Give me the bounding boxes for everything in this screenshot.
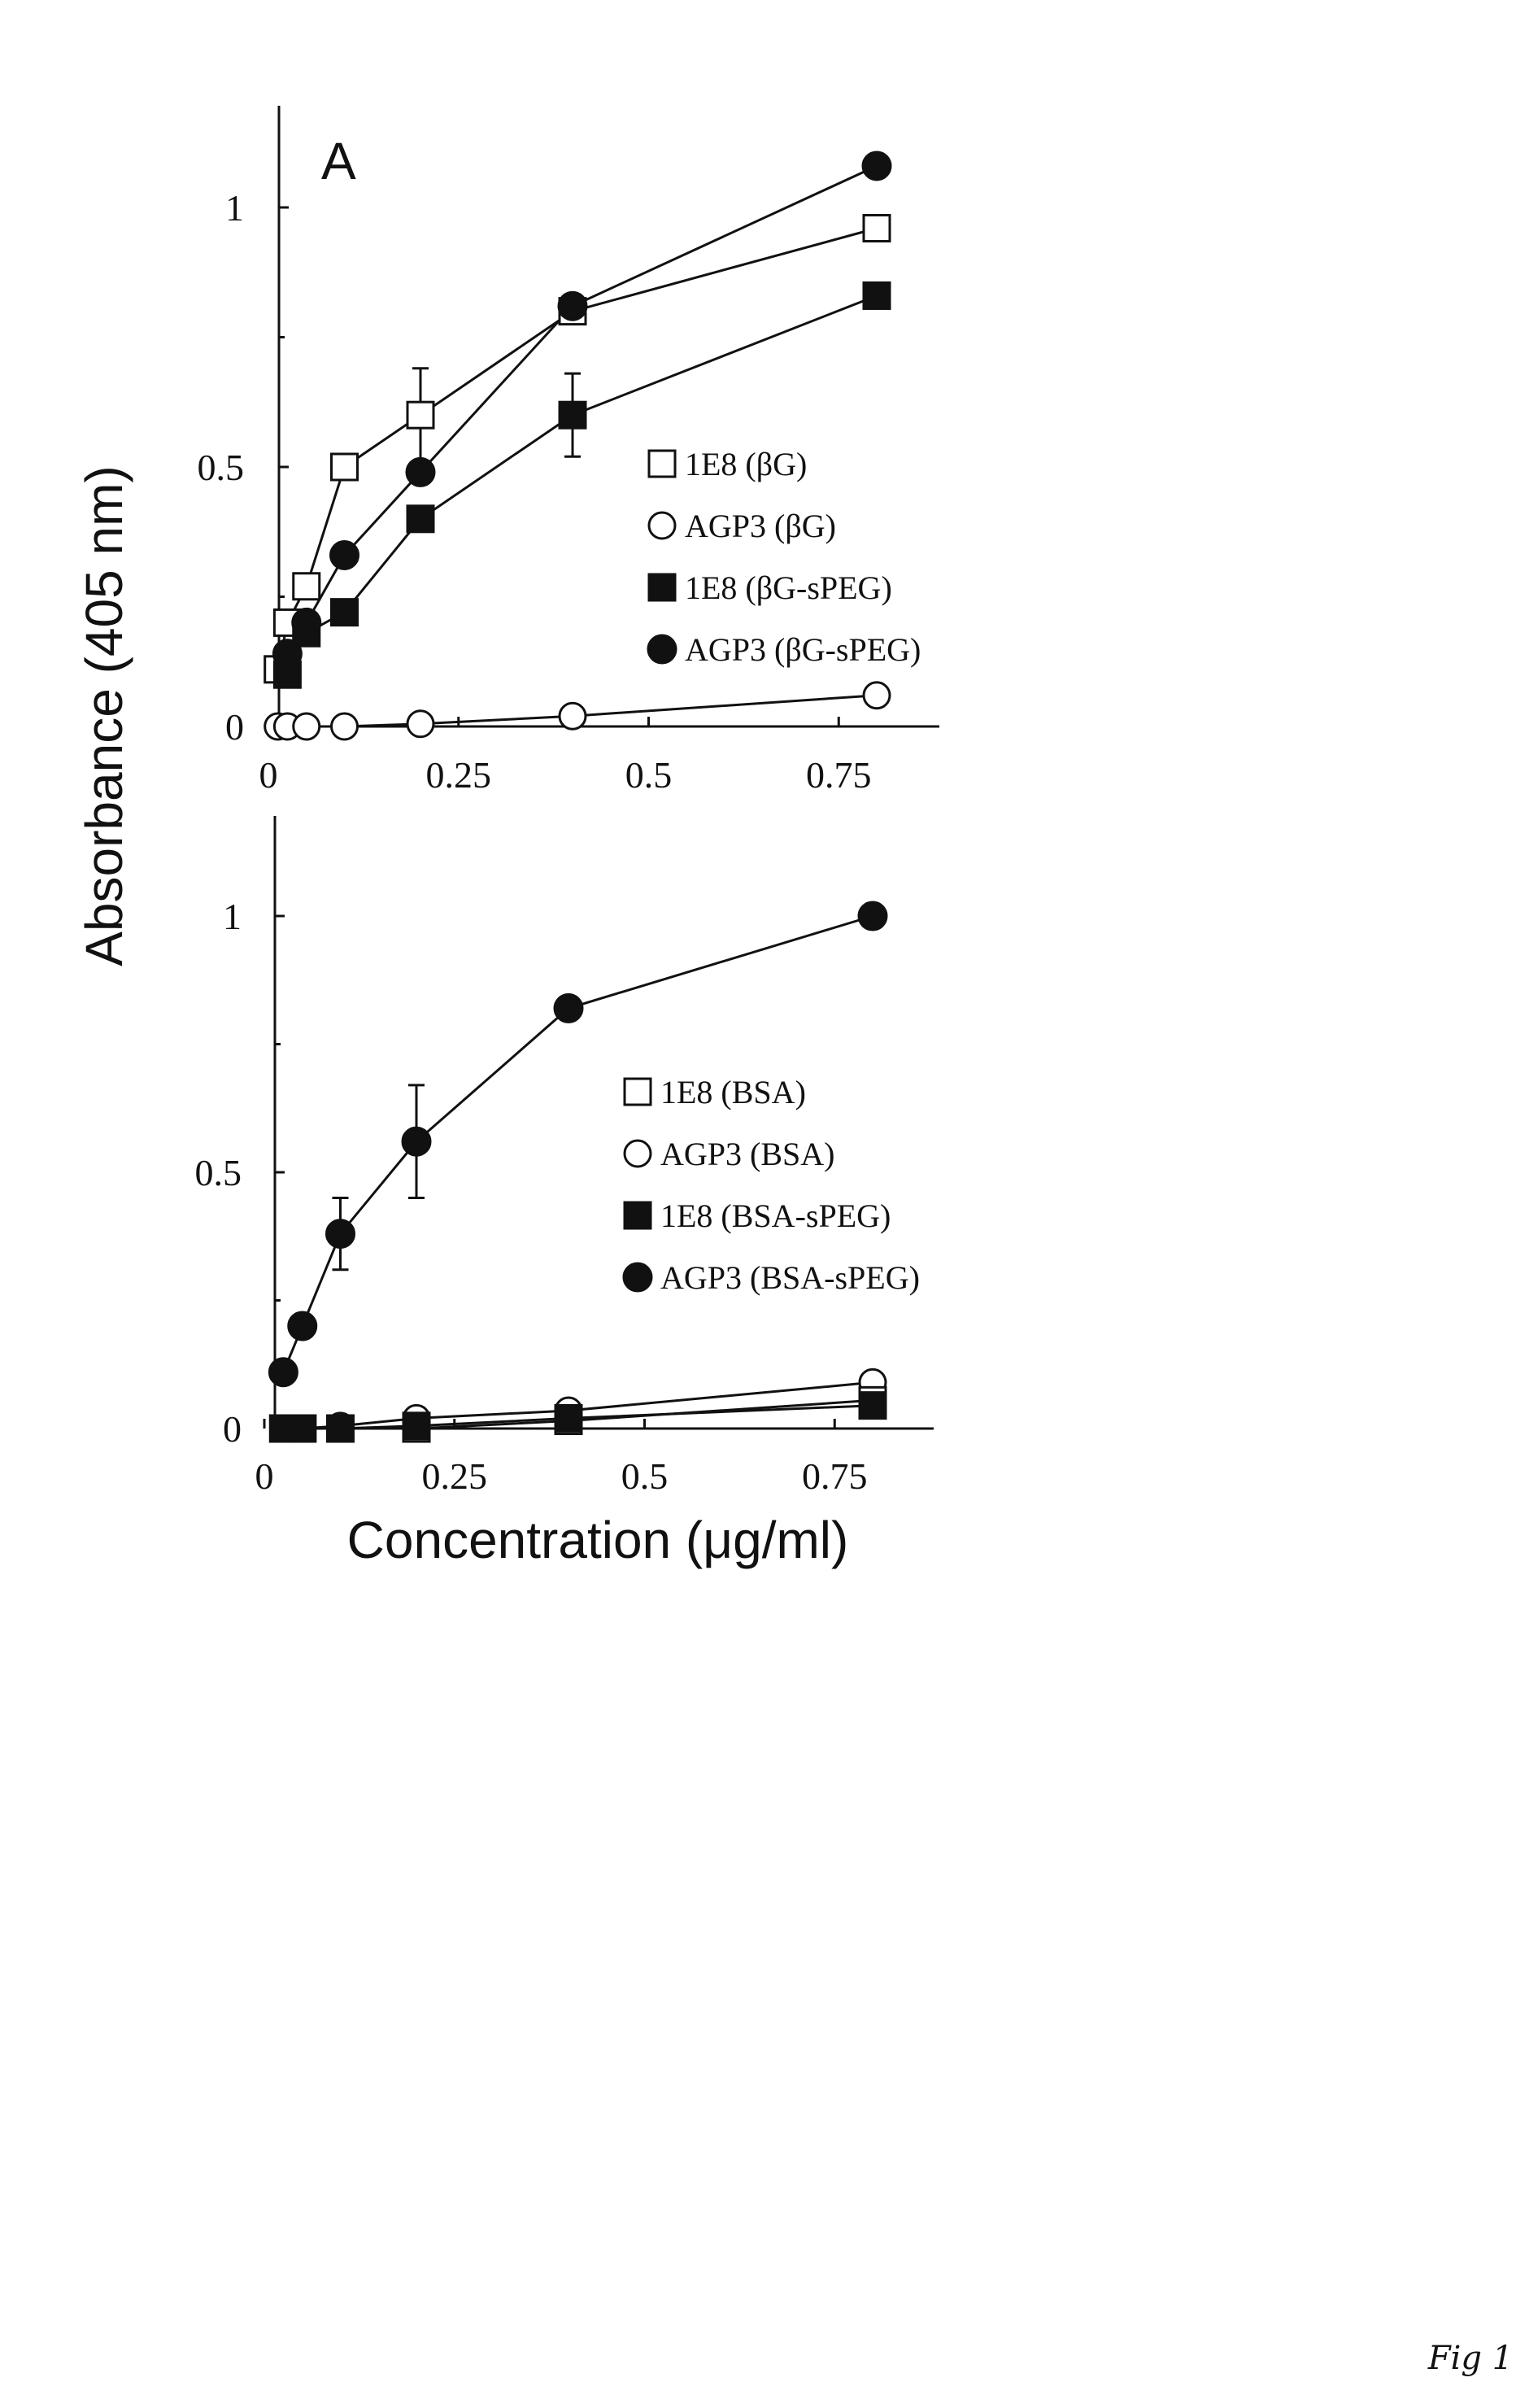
bottom-data-point-filled-circle — [403, 1128, 430, 1155]
bottom-x-tick-label: 0.75 — [802, 1455, 868, 1497]
bottom-y-tick-label: 1 — [223, 896, 242, 937]
bottom-data-point-filled-circle — [327, 1220, 355, 1248]
top-legend-marker-filled-circle — [648, 635, 676, 663]
bottom-legend-label: AGP3 (BSA) — [660, 1136, 834, 1172]
chart-panel-bottom: 00.5100.250.50.751E8 (BSA)AGP3 (BSA)1E8 … — [195, 816, 934, 1497]
top-y-tick-label: 0.5 — [198, 447, 245, 488]
top-data-point-filled-circle — [559, 292, 586, 320]
bottom-y-tick-label: 0 — [223, 1408, 242, 1450]
bottom-legend-marker-open-square — [625, 1079, 651, 1105]
bottom-y-tick-label: 0.5 — [195, 1152, 242, 1193]
top-data-point-filled-circle — [273, 640, 301, 668]
top-legend-label: 1E8 (βG) — [685, 446, 807, 482]
bottom-x-tick-label: 0.25 — [422, 1455, 488, 1497]
x-axis-title: Concentration (μg/ml) — [347, 1511, 849, 1569]
top-data-point-filled-circle — [331, 541, 359, 569]
top-legend-label: AGP3 (βG-sPEG) — [685, 631, 921, 668]
bottom-x-tick-label: 0.5 — [621, 1455, 669, 1497]
top-x-tick-label: 0.5 — [625, 754, 673, 796]
top-legend-marker-filled-square — [649, 574, 675, 600]
top-series-line-filled-square — [287, 296, 877, 675]
top-data-point-filled-circle — [293, 609, 320, 636]
bottom-data-point-filled-circle — [859, 902, 886, 930]
chart-panel-top: 00.5100.250.50.75A1E8 (βG)AGP3 (βG)1E8 (… — [198, 106, 940, 796]
top-y-tick-label: 0 — [225, 706, 244, 748]
figure-number-label: Fig 1 — [1427, 2340, 1513, 2377]
bottom-data-point-filled-circle — [269, 1359, 297, 1386]
top-data-point-filled-square — [560, 402, 586, 428]
top-data-point-open-circle — [294, 713, 320, 739]
top-y-tick-label: 1 — [225, 187, 244, 229]
top-data-point-open-circle — [332, 713, 358, 739]
top-panel-label: A — [321, 132, 356, 190]
bottom-data-point-filled-circle — [555, 994, 582, 1022]
bottom-legend-label: 1E8 (BSA) — [660, 1074, 806, 1110]
bottom-legend-label: 1E8 (BSA-sPEG) — [660, 1197, 891, 1234]
top-data-point-open-square — [407, 402, 433, 428]
bottom-legend: 1E8 (BSA) AGP3 (BSA) 1E8 (BSA-sPEG) AGP3 (B… — [624, 1074, 920, 1296]
bottom-data-point-filled-square — [860, 1393, 886, 1419]
top-data-point-open-square — [294, 574, 320, 600]
top-data-point-filled-square — [332, 600, 358, 626]
bottom-x-tick-label: 0 — [255, 1455, 274, 1497]
top-x-tick-label: 0.25 — [426, 754, 492, 796]
top-legend: 1E8 (βG) AGP3 (βG) 1E8 (βG-sPEG) AGP3 (βG-s… — [648, 446, 921, 668]
top-data-point-filled-circle — [407, 458, 434, 486]
top-legend-marker-open-square — [649, 451, 675, 477]
top-data-point-open-circle — [560, 703, 586, 729]
bottom-legend-label: AGP3 (BSA-sPEG) — [660, 1259, 920, 1296]
top-data-point-open-square — [332, 454, 358, 480]
bottom-legend-marker-filled-square — [625, 1202, 651, 1228]
bottom-data-point-filled-circle — [289, 1312, 316, 1340]
top-data-point-open-square — [864, 216, 890, 242]
top-data-point-open-circle — [864, 683, 890, 709]
top-x-tick-label: 0.75 — [806, 754, 872, 796]
top-data-point-filled-square — [407, 506, 433, 532]
top-data-point-filled-square — [864, 282, 890, 308]
bottom-data-point-filled-square — [290, 1416, 316, 1442]
top-data-point-open-circle — [407, 711, 433, 737]
bottom-data-point-filled-square — [328, 1416, 354, 1442]
bottom-legend-marker-open-circle — [625, 1141, 651, 1167]
top-legend-label: 1E8 (βG-sPEG) — [685, 569, 892, 606]
top-legend-marker-open-circle — [649, 513, 675, 539]
bottom-legend-marker-filled-circle — [624, 1263, 651, 1291]
bottom-data-point-filled-square — [555, 1405, 582, 1431]
top-legend-label: AGP3 (βG) — [685, 508, 836, 544]
top-x-tick-label: 0 — [259, 754, 278, 796]
top-data-point-filled-circle — [863, 152, 891, 180]
bottom-data-point-filled-square — [403, 1413, 429, 1439]
y-axis-title: Absorbance (405 nm) — [75, 465, 133, 966]
